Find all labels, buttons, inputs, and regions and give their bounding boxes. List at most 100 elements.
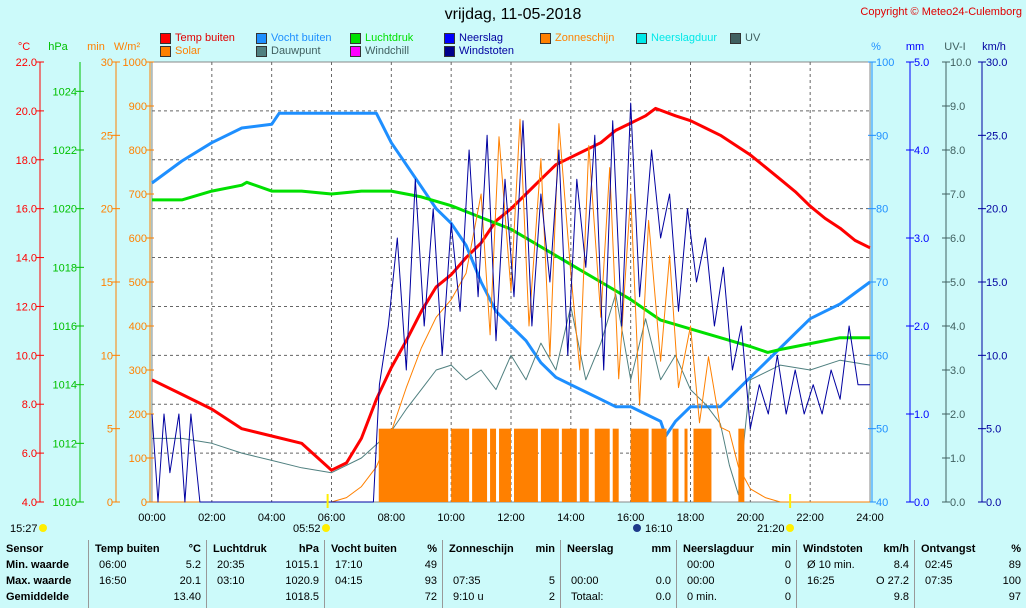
cell-value: 0	[784, 591, 791, 603]
table-row: 20:35 1015.1	[213, 559, 319, 575]
series-luchtdruk	[152, 180, 870, 354]
axis-tick-label: 90	[876, 130, 888, 142]
axis-tick-label: 1016	[53, 321, 77, 333]
axis-tick-label: 3.0	[914, 233, 929, 245]
legend-item: Temp buiten	[160, 32, 235, 44]
table-row: Temp buiten °C	[95, 543, 201, 559]
table-row: Ontvangst%	[921, 543, 1021, 559]
legend-label: Zonneschijn	[555, 32, 615, 44]
cell-label: Ontvangst	[921, 543, 976, 555]
marker-moonset: 15:27	[10, 523, 38, 535]
table-row: 97	[921, 591, 1021, 607]
sunshine-bar	[451, 428, 470, 502]
table-row: 03:10 1020.9	[213, 575, 319, 591]
axis-unit-uv: UV-I	[944, 41, 965, 53]
cell-label: 00:00	[687, 575, 715, 587]
cell-value: 1015.1	[285, 559, 319, 571]
legend-item: UV	[730, 32, 760, 44]
cell-value: 5	[548, 575, 555, 587]
x-tick-label: 16:00	[617, 512, 645, 524]
axis-tick-label: 10	[101, 350, 113, 362]
cell-value: min	[535, 543, 555, 555]
legend-item: Zonneschijn	[540, 32, 614, 44]
table-row: Ø 10 min. 8.4	[803, 559, 909, 575]
legend-swatch	[160, 45, 171, 57]
chart-svg: 00:00 02:00 04:00 06:00 08:00 10:00 12:00 14:00…	[10, 41, 1007, 535]
table-row: Vocht buiten%	[331, 543, 437, 559]
cell-label: 17:10	[335, 559, 363, 571]
sunshine-bar	[472, 428, 488, 502]
axis-tick-label: 0	[141, 497, 147, 509]
legend-swatch	[350, 45, 361, 57]
axis-tick-label: 600	[129, 233, 147, 245]
summary-table: Sensor Min. waarde Max. waarde Gemiddelde Te…	[0, 540, 1026, 608]
axis-tick-label: 4.0	[914, 145, 929, 157]
legend-label: Dauwpunt	[271, 45, 321, 57]
axis-tick-label: 14.0	[16, 253, 37, 265]
cell-label: Ø 10 min.	[807, 559, 855, 571]
axis-tick-label: 900	[129, 101, 147, 113]
series-solar	[152, 118, 870, 503]
table-row: 02:45 89	[921, 559, 1021, 575]
axis-tick-label: 0	[107, 497, 113, 509]
axis-tick-label: 1010	[53, 497, 77, 509]
table-row: Totaal: 0.0	[567, 591, 671, 607]
cell-label: 20:35	[217, 559, 245, 571]
legend-label: Neerslagduur	[651, 32, 718, 44]
cell-label: 02:45	[925, 559, 953, 571]
legend-item: Luchtdruk	[350, 32, 413, 44]
cell-label: 04:15	[335, 575, 363, 587]
x-tick-label: 20:00	[737, 512, 765, 524]
x-tick-label: 18:00	[677, 512, 705, 524]
axis-tick-label: 1014	[53, 380, 77, 392]
cell-label: Totaal:	[571, 591, 604, 603]
axis-unit-temp: °C	[18, 41, 30, 53]
cell-value: 1020.9	[285, 575, 319, 587]
table-row: 16:25 O 27.2	[803, 575, 909, 591]
table-row: 0 min. 0	[683, 591, 791, 607]
cell-value: 8.4	[893, 559, 909, 571]
legend-label: Windstoten	[459, 45, 515, 57]
axis-tick-label: 1000	[123, 57, 147, 69]
cell-label: 9:10 u	[453, 591, 484, 603]
axis-tick-label: 5.0	[950, 277, 965, 289]
sunshine-bar	[594, 428, 610, 502]
table-column: Neerslag mm 00:00 0.0 Totaal: 0.0	[560, 540, 677, 608]
sunshine-bar	[672, 428, 679, 502]
sunshine-bar	[499, 428, 511, 502]
cell-value: min	[771, 543, 791, 555]
legend-item: Vocht buiten	[256, 32, 332, 44]
cell-label: 00:00	[571, 575, 599, 587]
cell-value: 5.2	[185, 559, 201, 571]
axis-tick-label: 0.0	[950, 497, 965, 509]
table-row: 72	[331, 591, 437, 607]
copyright: Copyright © Meteo24-Culemborg	[860, 6, 1022, 18]
sunshine-bar	[684, 428, 688, 502]
table-row: Windstoten km/h	[803, 543, 909, 559]
axis-tick-label: 12.0	[16, 301, 37, 313]
axis-tick-label: 300	[129, 365, 147, 377]
cell-label: Sensor	[6, 543, 44, 555]
cell-label: Neerslag	[567, 543, 614, 555]
table-row: 17:10 49	[331, 559, 437, 575]
table-column: Neerslagduur min 00:00 0 00:00 0 0 min. 0	[676, 540, 797, 608]
x-tick-label: 08:00	[378, 512, 406, 524]
sunshine-bar	[630, 428, 649, 502]
axis-tick-label: 20	[101, 204, 113, 216]
legend-item: Windstoten	[444, 45, 514, 57]
moon-icon	[39, 524, 47, 532]
axis-tick-label: 8.0	[22, 399, 37, 411]
legend-label: Neerslag	[459, 32, 504, 44]
cell-label: Vocht buiten	[331, 543, 397, 555]
cell-value: 100	[1002, 575, 1021, 587]
cell-value: 13.40	[173, 591, 201, 603]
axis-tick-label: 20.0	[986, 204, 1007, 216]
x-tick-label: 06:00	[318, 512, 346, 524]
cell-label: Min. waarde	[6, 559, 69, 571]
table-row: Min. waarde	[6, 559, 82, 575]
table-row: 00:00 0.0	[567, 575, 671, 591]
sunshine-bar	[513, 428, 538, 502]
axis-tick-label: 6.0	[950, 233, 965, 245]
cell-value: 72	[424, 591, 437, 603]
cell-value: km/h	[883, 543, 909, 555]
